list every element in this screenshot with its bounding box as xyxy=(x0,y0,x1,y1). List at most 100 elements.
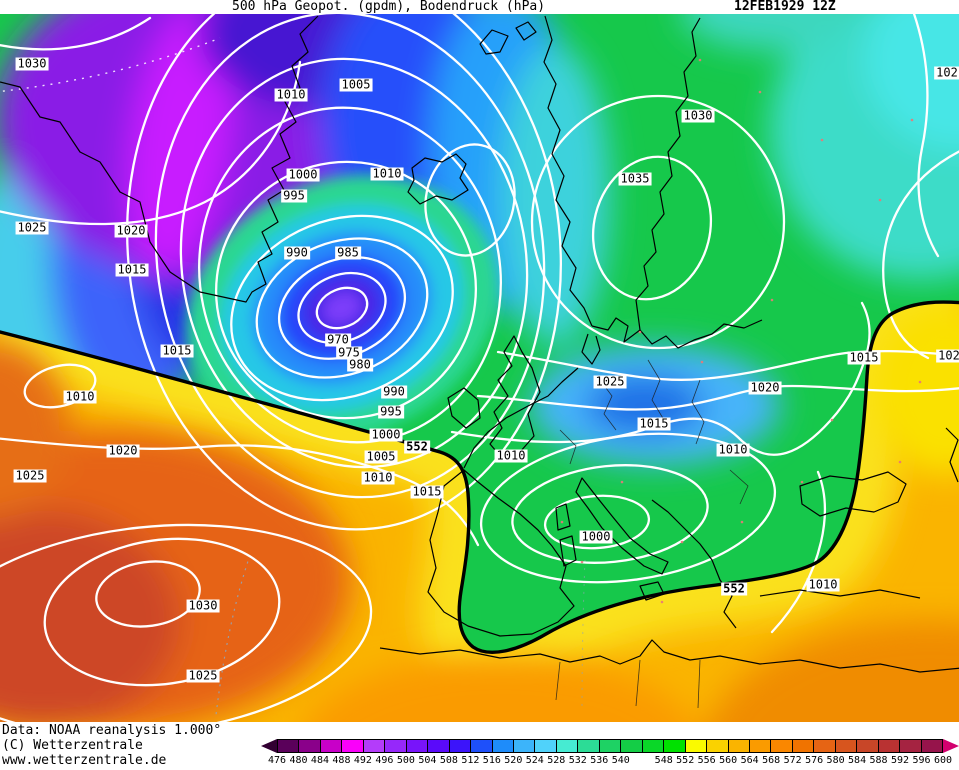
colorbar-tick: 492 xyxy=(353,755,372,766)
colorbar-tick: 480 xyxy=(289,755,308,766)
isobar-label: 1025 xyxy=(593,374,627,389)
colorbar-tick: 564 xyxy=(740,755,759,766)
colorbar-tick: 596 xyxy=(912,755,931,766)
colorbar-swatch xyxy=(513,739,536,753)
isobar-label: 1010 xyxy=(806,577,840,592)
contour-552 xyxy=(0,300,959,654)
geopotential-field-warm xyxy=(0,305,959,722)
isobar-label: 1025 xyxy=(13,468,47,483)
colorbar-swatch xyxy=(578,739,600,753)
isobar-label: 1005 xyxy=(364,449,398,464)
credit-url: www.wetterzentrale.de xyxy=(2,753,167,768)
colorbar-tick: 516 xyxy=(482,755,501,766)
colorbar-tick: 532 xyxy=(568,755,587,766)
colorbar-tick: 600 xyxy=(933,755,953,766)
colorbar-swatch xyxy=(363,739,386,753)
isobar-label: 1000 xyxy=(579,529,613,544)
colorbar-swatch xyxy=(556,739,579,753)
colorbar-tick: 496 xyxy=(375,755,394,766)
colorbar-swatch xyxy=(771,739,793,753)
isobar-label: 990 xyxy=(381,384,407,399)
colorbar-tick: 476 xyxy=(267,755,287,766)
isobar-label: 1010 xyxy=(716,442,750,457)
colorbar-swatch xyxy=(878,739,901,753)
isobar-label: 985 xyxy=(335,245,361,260)
colorbar-tick: 500 xyxy=(396,755,415,766)
map-canvas xyxy=(0,14,959,722)
geopotential-552-label: 552 xyxy=(721,581,747,596)
colorbar-swatch xyxy=(685,739,708,753)
colorbar-swatch xyxy=(428,739,450,753)
colorbar xyxy=(277,739,944,753)
colorbar-tick: 524 xyxy=(525,755,544,766)
cutoff-low-rings xyxy=(186,175,498,441)
colorbar-swatch xyxy=(299,739,321,753)
colorbar-swatch xyxy=(471,739,493,753)
isobar-label: 1030 xyxy=(681,108,715,123)
colorbar-tick: 584 xyxy=(848,755,867,766)
colorbar-swatch xyxy=(642,739,665,753)
isobar-label: 975 xyxy=(336,345,362,360)
weather-map: 1030 1010 1005 1000 995 1010 1025 1020 1015 990 98… xyxy=(0,14,959,722)
colorbar-tick: 488 xyxy=(332,755,351,766)
isobar-label: 1025 xyxy=(186,668,220,683)
colorbar-swatch xyxy=(814,739,836,753)
isobar-label: 1010 xyxy=(274,87,308,102)
colorbar-swatch xyxy=(728,739,750,753)
isobar-label: 1010 xyxy=(63,389,97,404)
colorbar-swatch xyxy=(492,739,514,753)
isobar-label: 1020 xyxy=(114,223,148,238)
colorbar-tick: 540 xyxy=(611,755,630,766)
colorbar-tick: 588 xyxy=(869,755,888,766)
isobar-label: 102 xyxy=(934,65,959,80)
isobar-label: 980 xyxy=(347,357,373,372)
colorbar-tick: 536 xyxy=(590,755,609,766)
isobar-label: 1015 xyxy=(410,484,444,499)
colorbar-tick: 504 xyxy=(418,755,437,766)
colorbar-swatch xyxy=(277,739,300,753)
colorbar-swatch xyxy=(535,739,557,753)
isobar-label: 1010 xyxy=(361,470,395,485)
map-datetime: 12FEB1929 12Z xyxy=(734,0,836,14)
isobar-label: 1020 xyxy=(106,443,140,458)
colorbar-tick: 568 xyxy=(762,755,781,766)
isobar-label: 1020 xyxy=(748,380,782,395)
isobar-label: 102 xyxy=(936,349,959,363)
isobar-label: 1030 xyxy=(15,56,49,71)
graticule xyxy=(0,37,586,716)
geopotential-552-label: 552 xyxy=(404,439,430,454)
colorbar-swatch xyxy=(406,739,429,753)
colorbar-swatch xyxy=(835,739,858,753)
colorbar-tick: 592 xyxy=(891,755,910,766)
colorbar-tick: 512 xyxy=(461,755,480,766)
colorbar-swatch xyxy=(621,739,643,753)
isobar-label: 1015 xyxy=(637,416,671,431)
isobar-label: 1025 xyxy=(15,220,49,235)
colorbar-tick: 556 xyxy=(697,755,716,766)
colorbar-tick: 484 xyxy=(310,755,329,766)
map-title: 500 hPa Geopot. (gpdm), Bodendruck (hPa) xyxy=(232,0,546,14)
isobar-label: 970 xyxy=(325,332,351,347)
colorbar-swatch xyxy=(599,739,622,753)
colorbar-tick: 548 xyxy=(654,755,673,766)
isobar-label: 1035 xyxy=(618,171,652,186)
colorbar-tick: 528 xyxy=(547,755,566,766)
isobar-label: 995 xyxy=(378,404,404,419)
colorbar-tick: 572 xyxy=(783,755,802,766)
isobar-label: 1010 xyxy=(494,448,528,463)
credit-copyright: (C) Wetterzentrale xyxy=(2,738,143,753)
colorbar-arrow-right xyxy=(943,739,959,753)
isobar-label: 1000 xyxy=(369,427,403,442)
colorbar-swatch xyxy=(749,739,772,753)
colorbar-swatch xyxy=(792,739,815,753)
colorbar-tick: 560 xyxy=(719,755,738,766)
colorbar-tick: 580 xyxy=(826,755,845,766)
isobar-label: 1005 xyxy=(339,77,373,92)
colorbar-arrow-left xyxy=(261,739,277,753)
isobar-label: 1015 xyxy=(847,350,881,365)
isobar-label: 1015 xyxy=(160,343,194,358)
isobar-label: 1010 xyxy=(370,166,404,181)
colorbar-swatch xyxy=(900,739,922,753)
isobar-label: 995 xyxy=(281,188,307,203)
